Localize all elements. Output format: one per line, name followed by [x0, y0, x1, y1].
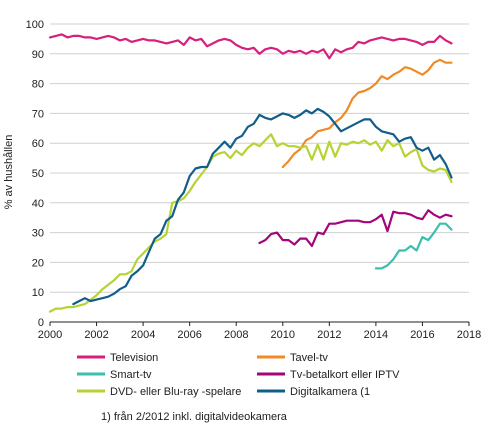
y-axis-title: % av hushållen	[3, 135, 15, 210]
x-tick-label: 2002	[84, 329, 108, 341]
grid-lines	[50, 23, 469, 293]
y-tick-label: 0	[38, 317, 44, 329]
series-line-4	[48, 133, 453, 313]
x-tick-label: 2018	[457, 329, 481, 341]
x-tick-label: 2008	[224, 329, 248, 341]
series-line-5	[72, 107, 453, 306]
legend-label-5: Digitalkamera (1	[290, 386, 370, 398]
series-line-3	[258, 209, 453, 248]
x-tick-label: 2004	[131, 329, 155, 341]
y-tick-label: 10	[32, 287, 44, 299]
x-tick-label: 2000	[38, 329, 62, 341]
x-tick-label: 2006	[177, 329, 201, 341]
legend: Television Tavel-tv Smart-tv Tv-betalkort e…	[77, 352, 400, 398]
y-tick-label: 80	[32, 79, 44, 91]
y-tick-label: 60	[32, 138, 44, 150]
y-tick-label: 100	[26, 19, 44, 31]
y-tick-label: 40	[32, 198, 44, 210]
tick-labels: 0 10 20 30 40 50 60 70 80 90 100 2000 2002 2004 2006 20…	[26, 19, 482, 341]
y-tick-label: 20	[32, 257, 44, 269]
y-tick-label: 30	[32, 228, 44, 240]
legend-label-3: Tv-betalkort eller IPTV	[290, 369, 400, 381]
legend-label-1: Tavel-tv	[290, 352, 328, 364]
series-line-2	[374, 222, 453, 270]
x-tick-label: 2010	[271, 329, 295, 341]
x-tick-label: 2012	[317, 329, 341, 341]
y-tick-label: 50	[32, 168, 44, 180]
series-lines	[48, 33, 453, 313]
legend-label-0: Television	[110, 352, 158, 364]
x-tick-label: 2016	[410, 329, 434, 341]
y-tick-label: 90	[32, 49, 44, 61]
legend-label-4: DVD- eller Blu-ray -spelare	[110, 386, 241, 398]
legend-label-2: Smart-tv	[110, 369, 152, 381]
axes	[49, 321, 470, 326]
x-tick-label: 2014	[364, 329, 388, 341]
series-line-0	[48, 33, 453, 60]
y-tick-label: 70	[32, 108, 44, 120]
series-line-1	[281, 58, 453, 169]
footnote: 1) från 2/2012 inkl. digitalvideokamera	[101, 411, 288, 423]
